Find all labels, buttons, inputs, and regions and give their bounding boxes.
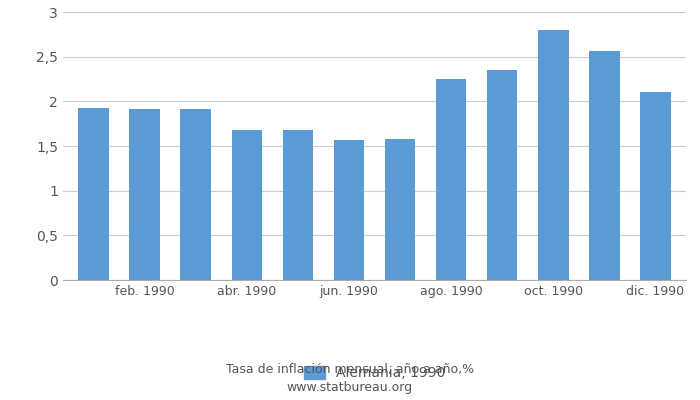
Bar: [181, 109, 211, 280]
Bar: [436, 79, 466, 280]
Legend: Alemania, 1990: Alemania, 1990: [298, 360, 451, 386]
Bar: [385, 139, 415, 280]
Bar: [78, 108, 109, 280]
Bar: [538, 30, 568, 280]
Bar: [589, 51, 620, 280]
Text: www.statbureau.org: www.statbureau.org: [287, 382, 413, 394]
Bar: [232, 130, 262, 280]
Bar: [640, 92, 671, 280]
Bar: [130, 109, 160, 280]
Text: Tasa de inflación mensual, año a año,%: Tasa de inflación mensual, año a año,%: [226, 364, 474, 376]
Bar: [283, 130, 313, 280]
Bar: [486, 70, 517, 280]
Bar: [334, 140, 364, 280]
